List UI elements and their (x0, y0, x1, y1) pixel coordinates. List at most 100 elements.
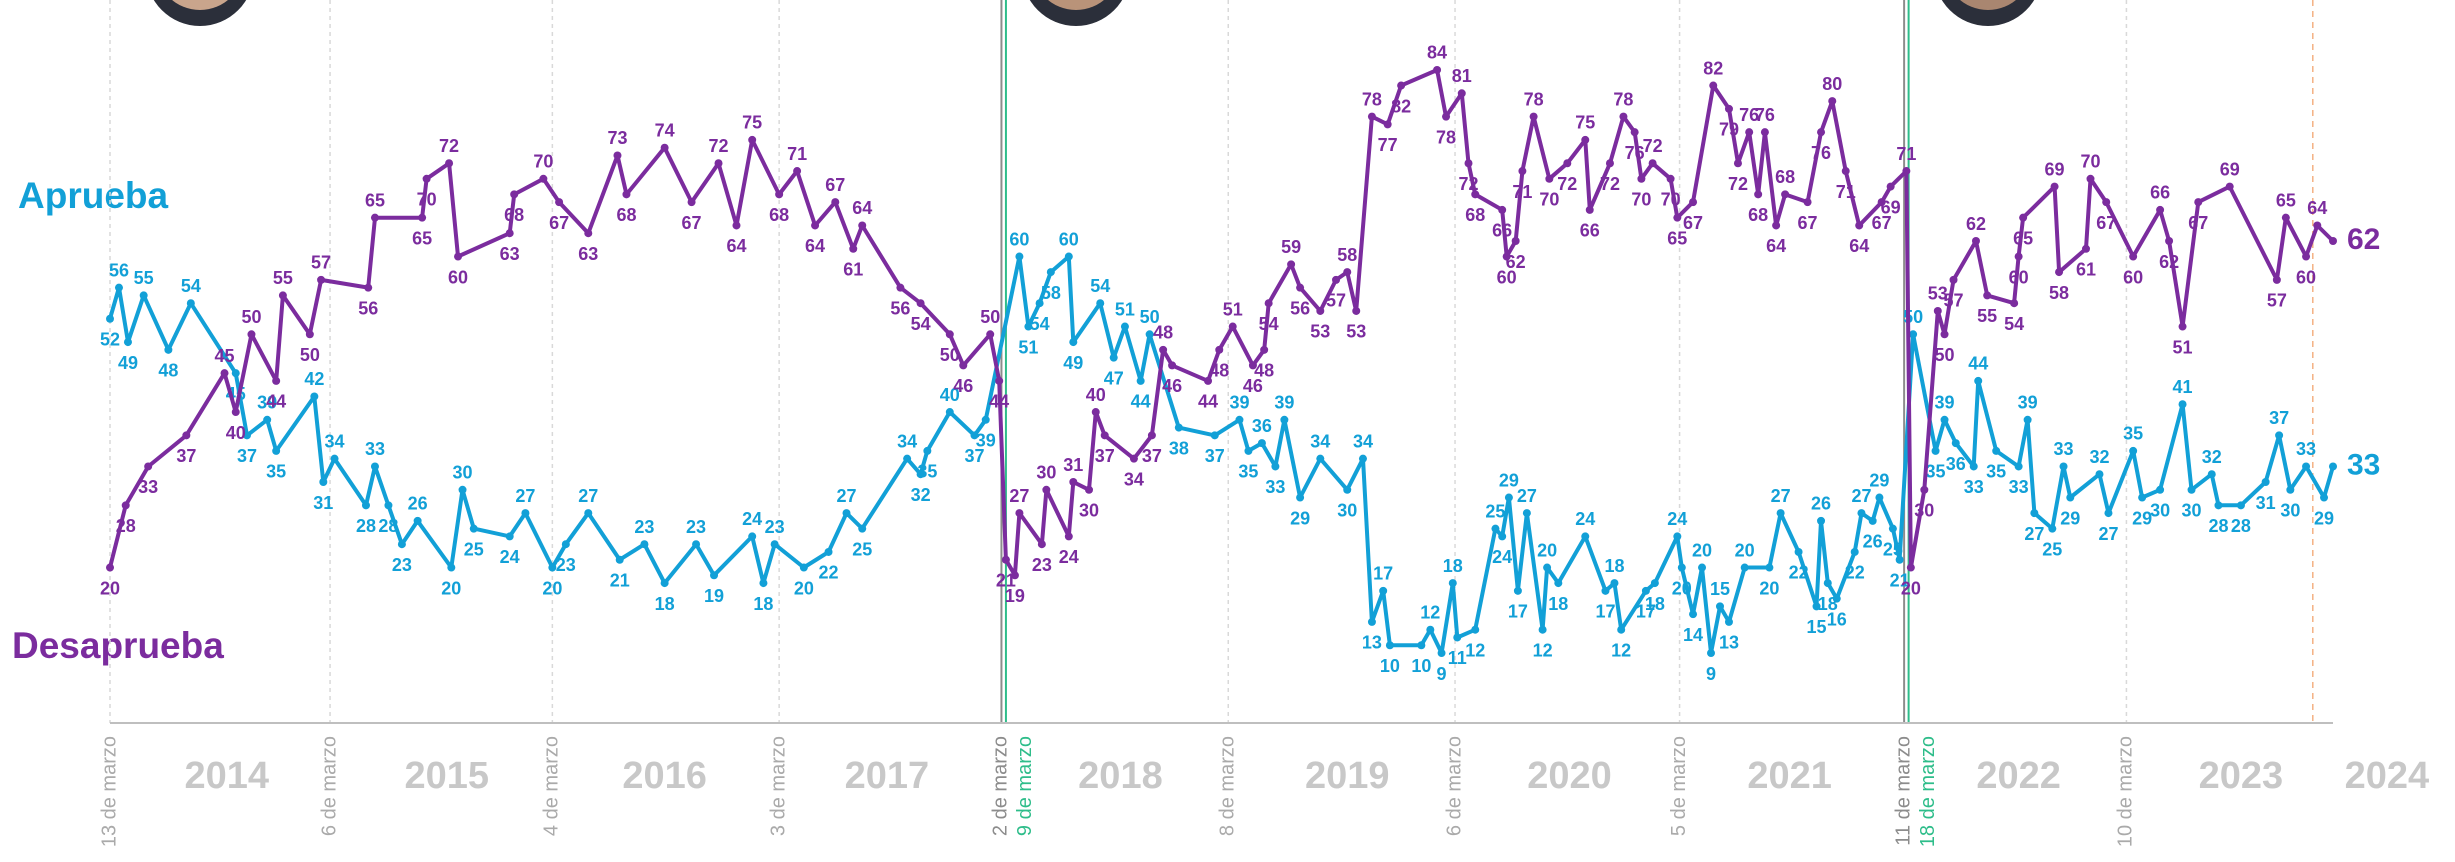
data-label: 67 (1683, 213, 1703, 233)
data-point (1109, 353, 1118, 362)
data-point (1296, 493, 1305, 502)
data-label: 24 (742, 509, 762, 529)
data-label: 76 (1739, 105, 1759, 125)
data-label: 65 (412, 228, 432, 248)
data-label: 60 (1059, 229, 1079, 249)
data-point (123, 338, 132, 347)
data-point (1210, 431, 1219, 440)
data-point (945, 408, 954, 417)
data-point (849, 244, 858, 253)
data-point (1437, 649, 1446, 658)
data-label: 40 (226, 423, 246, 443)
data-point (1940, 330, 1949, 339)
data-label: 30 (453, 463, 473, 483)
data-label: 58 (1041, 283, 1061, 303)
data-point (2102, 198, 2111, 207)
data-label: 39 (1274, 393, 1294, 413)
data-point (1136, 376, 1145, 385)
data-label: 60 (2296, 267, 2316, 287)
data-point (106, 563, 114, 572)
data-point (1235, 415, 1244, 424)
data-label: 28 (356, 516, 376, 536)
data-point (660, 143, 669, 152)
data-label: 24 (1492, 547, 1512, 567)
end-label: 62 (2347, 223, 2380, 256)
data-point (1724, 617, 1733, 626)
x-tick-label: 2020 (1527, 755, 1612, 797)
data-label: 40 (940, 385, 960, 405)
data-label: 20 (1735, 540, 1755, 560)
data-point (1464, 159, 1473, 168)
data-label: 64 (852, 198, 872, 218)
data-point (247, 330, 256, 339)
data-point (2066, 493, 2075, 502)
data-label: 22 (1789, 563, 1809, 583)
event-label: 8 de marzo (1217, 736, 1239, 836)
data-point (2019, 213, 2028, 222)
data-point (1605, 159, 1614, 168)
data-label: 65 (2013, 228, 2033, 248)
data-label: 79 (1719, 120, 1739, 140)
data-point (1648, 159, 1657, 168)
data-point (186, 299, 195, 308)
data-point (1174, 423, 1183, 432)
data-point (1760, 128, 1769, 137)
data-label: 80 (1822, 74, 1842, 94)
data-label: 27 (1517, 486, 1537, 506)
data-label: 19 (1005, 586, 1025, 606)
data-point (2286, 485, 2295, 494)
data-point (1426, 625, 1435, 634)
data-label: 27 (515, 486, 535, 506)
data-label: 78 (1524, 89, 1544, 109)
data-point (1765, 563, 1774, 572)
data-label: 53 (1346, 322, 1366, 342)
data-label: 68 (1748, 205, 1768, 225)
data-label: 29 (2132, 508, 2152, 528)
data-label: 49 (1063, 353, 1083, 373)
data-label: 33 (365, 439, 385, 459)
data-label: 27 (2024, 524, 2044, 544)
data-label: 37 (237, 446, 257, 466)
data-point (640, 540, 649, 549)
data-label: 18 (655, 594, 675, 614)
data-label: 68 (1775, 167, 1795, 187)
data-label: 48 (158, 361, 178, 381)
data-point (1637, 174, 1646, 183)
data-label: 39 (257, 393, 277, 413)
data-point (263, 415, 272, 424)
data-label: 60 (2123, 267, 2143, 287)
data-point (2194, 198, 2203, 207)
data-label: 55 (134, 268, 154, 288)
data-label: 67 (1798, 213, 1818, 233)
data-point (1271, 462, 1280, 471)
data-label: 15 (1807, 617, 1827, 637)
data-point (2302, 462, 2311, 471)
data-point (1037, 540, 1046, 549)
data-point (1417, 641, 1426, 650)
data-point (1740, 563, 1749, 572)
data-point (1707, 649, 1716, 658)
data-label: 33 (2054, 439, 2074, 459)
data-label: 47 (1104, 368, 1124, 388)
data-label: 54 (1030, 314, 1050, 334)
data-point (1433, 65, 1442, 74)
data-point (2329, 462, 2337, 471)
x-tick-label: 2022 (1976, 755, 2061, 797)
data-point (2059, 462, 2068, 471)
data-label: 24 (1575, 509, 1595, 529)
data-point (2272, 275, 2281, 284)
data-label: 70 (1539, 190, 1559, 210)
data-point (831, 198, 840, 207)
data-label: 68 (504, 205, 524, 225)
data-label: 50 (300, 345, 320, 365)
x-tick-label: 2023 (2199, 755, 2284, 797)
data-point (310, 392, 319, 401)
data-label: 20 (100, 578, 120, 598)
data-point (1358, 454, 1367, 463)
data-point (732, 221, 741, 230)
data-point (1823, 579, 1832, 588)
data-point (121, 501, 130, 510)
data-label: 25 (464, 539, 484, 559)
data-label: 72 (1643, 136, 1663, 156)
